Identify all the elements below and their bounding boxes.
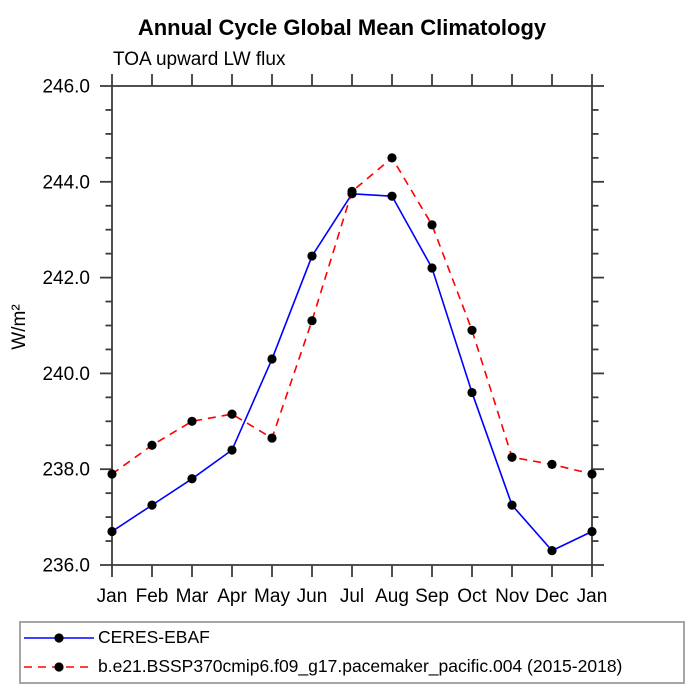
data-point-marker xyxy=(587,469,597,479)
data-point-marker xyxy=(107,526,117,537)
data-point-marker xyxy=(267,433,277,443)
legend-line-sample-blue xyxy=(24,633,94,643)
x-tick-label: Feb xyxy=(136,586,169,607)
data-point-marker xyxy=(187,474,197,484)
data-point-marker xyxy=(507,452,517,462)
data-point-marker xyxy=(467,325,477,335)
chart-title: Annual Cycle Global Mean Climatology xyxy=(137,15,547,40)
data-point-marker xyxy=(307,251,317,261)
data-point-marker xyxy=(427,263,437,273)
data-point-marker xyxy=(427,220,437,230)
data-point-marker xyxy=(107,469,117,479)
y-tick-label: 244.0 xyxy=(42,172,90,193)
data-point-marker xyxy=(387,191,397,201)
y-tick-label: 238.0 xyxy=(42,460,90,481)
x-tick-label: Aug xyxy=(375,586,409,607)
data-point-marker xyxy=(267,354,277,364)
x-tick-label: Apr xyxy=(217,586,247,607)
data-point-marker xyxy=(507,500,517,510)
data-point-marker xyxy=(227,409,237,419)
legend-label: CERES-EBAF xyxy=(98,627,210,648)
x-tick-label: Mar xyxy=(176,586,209,607)
data-point-marker xyxy=(467,387,477,398)
legend-line-sample-red xyxy=(24,662,94,672)
y-tick-label: 236.0 xyxy=(42,556,90,577)
legend-label: b.e21.BSSP370cmip6.f09_g17.pacemaker_pac… xyxy=(98,656,623,677)
data-point-marker xyxy=(227,445,237,455)
x-tick-label: Jan xyxy=(577,586,608,607)
series-line xyxy=(111,192,593,552)
data-point-marker xyxy=(347,186,357,196)
legend: CERES-EBAF b.e21.BSSP370cmip6.f09_g17.pa… xyxy=(19,621,685,684)
data-point-marker xyxy=(187,416,197,426)
x-tick-label: Nov xyxy=(495,586,529,607)
y-tick-label: 246.0 xyxy=(42,77,90,98)
x-tick-label: Oct xyxy=(457,586,487,607)
x-tick-label: Jun xyxy=(297,586,328,607)
x-tick-label: Sep xyxy=(415,586,449,607)
data-point-marker xyxy=(587,526,597,537)
legend-item-model-run: b.e21.BSSP370cmip6.f09_g17.pacemaker_pac… xyxy=(23,653,683,681)
data-point-marker xyxy=(147,440,157,450)
data-point-marker xyxy=(547,459,557,470)
y-tick-label: 242.0 xyxy=(42,268,90,289)
series-line xyxy=(111,156,593,475)
x-tick-label: Jan xyxy=(97,586,128,607)
x-tick-label: Dec xyxy=(535,586,569,607)
legend-item-ceres-ebaf: CERES-EBAF xyxy=(23,624,683,652)
data-point-marker xyxy=(387,153,397,163)
y-tick-label: 240.0 xyxy=(42,364,90,385)
data-point-marker xyxy=(147,500,157,510)
x-tick-label: May xyxy=(254,586,290,607)
data-point-marker xyxy=(547,546,557,556)
chart-subtitle: TOA upward LW flux xyxy=(113,49,286,70)
data-point-marker xyxy=(307,316,317,326)
x-tick-label: Jul xyxy=(340,586,364,607)
chart-plot-area: 236.0 238.0 240.0 242.0 244.0 246.0 Jan Feb Mar A… xyxy=(42,74,608,607)
